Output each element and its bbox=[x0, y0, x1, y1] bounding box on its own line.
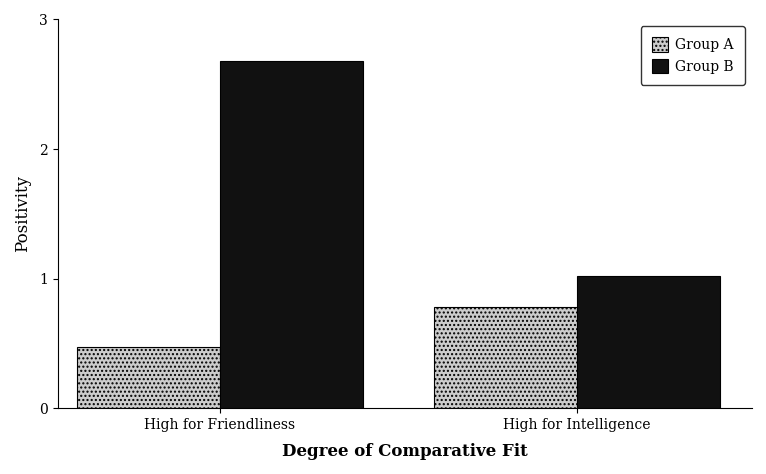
Bar bbox=[220, 61, 363, 408]
Legend: Group A, Group B: Group A, Group B bbox=[640, 27, 745, 85]
Bar bbox=[77, 347, 220, 408]
X-axis label: Degree of Comparative Fit: Degree of Comparative Fit bbox=[282, 443, 528, 460]
Y-axis label: Positivity: Positivity bbox=[14, 175, 31, 252]
Bar bbox=[577, 276, 720, 408]
Bar bbox=[434, 307, 577, 408]
